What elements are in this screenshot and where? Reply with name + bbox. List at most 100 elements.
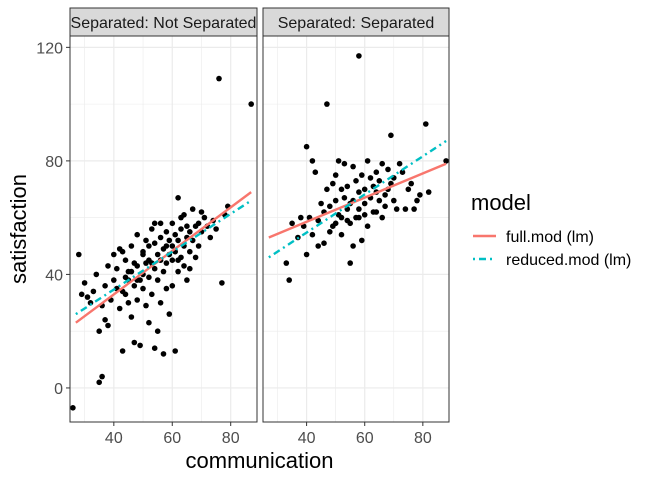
data-point: [178, 226, 184, 232]
data-point: [324, 101, 330, 107]
data-point: [207, 234, 214, 241]
data-point: [187, 265, 193, 272]
data-point: [393, 206, 400, 212]
data-point: [119, 348, 126, 354]
data-point: [382, 192, 388, 198]
data-point: [163, 229, 170, 235]
x-tick-label: 80: [414, 430, 432, 447]
data-point: [324, 186, 330, 193]
data-point: [376, 178, 383, 184]
data-point: [70, 405, 76, 411]
data-point: [166, 237, 173, 244]
data-point: [318, 200, 324, 207]
data-point: [143, 237, 149, 244]
data-point: [195, 220, 202, 227]
data-point: [105, 263, 111, 269]
data-point: [172, 348, 178, 354]
data-point: [154, 277, 161, 283]
data-point: [198, 209, 205, 215]
data-point: [216, 75, 222, 82]
y-tick-label: 80: [45, 154, 63, 171]
data-point: [157, 234, 164, 241]
data-point: [175, 237, 181, 244]
data-point: [163, 285, 170, 292]
data-point: [99, 373, 105, 380]
data-point: [111, 251, 117, 258]
data-point: [335, 158, 342, 164]
data-point: [396, 160, 403, 167]
y-tick-label: 120: [36, 40, 63, 57]
data-point: [367, 175, 374, 181]
data-point: [330, 180, 336, 187]
x-tick-label: 60: [356, 430, 374, 447]
data-point: [425, 189, 432, 195]
data-point: [102, 283, 108, 289]
data-point: [347, 260, 354, 266]
data-point: [338, 186, 345, 193]
panel-border: [262, 35, 450, 423]
y-axis-title: satisfaction: [6, 174, 31, 284]
data-point: [361, 200, 368, 207]
data-point: [157, 300, 164, 306]
data-point: [96, 328, 102, 335]
data-point: [151, 240, 158, 246]
fit-line-reduced: [268, 140, 447, 259]
data-point: [122, 257, 129, 264]
data-point: [350, 243, 356, 249]
x-tick-label: 60: [163, 430, 181, 447]
data-point: [175, 257, 181, 264]
data-point: [219, 280, 225, 286]
data-point: [423, 121, 429, 127]
data-point: [379, 160, 386, 167]
data-point: [332, 172, 339, 178]
data-point: [125, 300, 132, 306]
data-point: [248, 101, 254, 107]
data-point: [166, 311, 173, 317]
data-point: [309, 158, 316, 164]
data-point: [379, 214, 386, 221]
data-point: [175, 268, 181, 275]
data-point: [341, 195, 348, 201]
data-point: [131, 339, 138, 346]
data-point: [134, 263, 140, 269]
panel-2: Separated: Separated 40 60 80: [262, 7, 450, 447]
fit-line-reduced: [75, 199, 252, 316]
data-point: [128, 314, 135, 320]
data-point: [376, 197, 383, 204]
data-point: [131, 283, 138, 289]
data-point: [341, 160, 348, 167]
data-point: [298, 214, 304, 221]
data-point: [356, 206, 362, 212]
data-point: [192, 254, 199, 261]
data-point: [359, 237, 365, 244]
data-point: [402, 206, 409, 212]
data-point: [443, 158, 449, 164]
data-point: [382, 203, 388, 210]
x-axis-title: communication: [186, 448, 334, 473]
panel-border: [69, 35, 258, 423]
data-point: [286, 277, 293, 283]
data-point: [309, 231, 316, 238]
data-point: [359, 172, 365, 178]
data-point: [405, 186, 412, 193]
data-point: [356, 214, 362, 221]
x-tick-label: 40: [105, 430, 123, 447]
x-tick-label: 40: [298, 430, 316, 447]
data-point: [146, 319, 152, 326]
legend-label: full.mod (lm): [506, 229, 594, 246]
data-point: [414, 197, 420, 204]
data-point: [140, 285, 146, 292]
data-point: [125, 268, 132, 275]
data-point: [353, 178, 359, 184]
data-point: [332, 220, 339, 227]
data-point: [187, 248, 193, 255]
data-point: [321, 240, 327, 246]
data-point: [134, 231, 140, 238]
data-point: [96, 379, 102, 386]
data-point: [327, 203, 333, 210]
legend-label: reduced.mod (lm): [506, 252, 631, 269]
data-point: [361, 186, 368, 193]
y-tick-label: 40: [45, 267, 63, 284]
data-point: [137, 342, 143, 349]
data-point: [315, 217, 322, 224]
